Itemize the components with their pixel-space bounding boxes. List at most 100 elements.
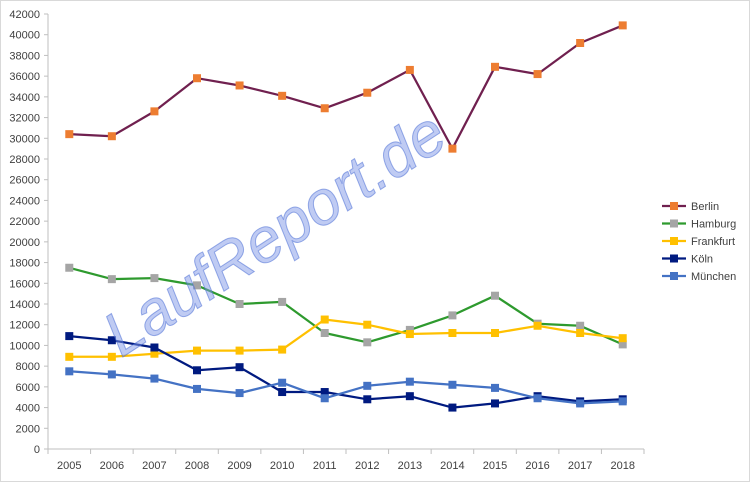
legend-marker — [670, 202, 678, 210]
data-point-berlin — [193, 74, 201, 83]
y-tick-label: 2000 — [16, 423, 40, 435]
data-point-berlin — [491, 62, 499, 71]
watermark: LaufReport.de — [91, 98, 458, 370]
data-point-hamburg — [320, 329, 329, 337]
data-point-koeln — [107, 336, 116, 345]
x-tick-label: 2006 — [100, 460, 124, 472]
data-point-frankfurt — [235, 346, 244, 355]
series-line-frankfurt — [69, 318, 623, 358]
data-point-koeln — [491, 399, 499, 408]
legend-label: Hamburg — [691, 219, 736, 231]
y-tick-label: 30000 — [9, 133, 40, 145]
data-point-muenchen — [278, 378, 287, 387]
series-line-hamburg — [69, 266, 624, 346]
data-point-hamburg — [448, 311, 457, 320]
legend-item-hamburg: Hamburg — [662, 219, 736, 231]
data-point-muenchen — [576, 399, 585, 408]
data-point-muenchen — [150, 374, 159, 383]
data-point-frankfurt — [576, 329, 585, 337]
data-point-berlin — [320, 104, 329, 113]
y-tick-label: 32000 — [9, 113, 40, 125]
data-point-hamburg — [363, 338, 372, 347]
y-tick-label: 38000 — [9, 50, 40, 62]
data-point-berlin — [448, 144, 457, 153]
data-point-koeln — [150, 343, 159, 352]
data-point-berlin — [363, 88, 372, 97]
data-point-berlin — [618, 21, 627, 30]
data-point-frankfurt — [65, 352, 74, 361]
data-point-muenchen — [65, 367, 74, 376]
axes: 0 2000 4000 6000 8000 10000 12000 14000 16000 180… — [9, 9, 645, 472]
data-point-berlin — [65, 130, 74, 139]
data-point-frankfurt — [107, 352, 116, 361]
x-tick-label: 2011 — [313, 460, 337, 472]
y-tick-label: 22000 — [9, 216, 40, 228]
y-tick-label: 42000 — [9, 9, 40, 21]
x-tick-label: 2007 — [142, 460, 166, 472]
data-point-muenchen — [618, 397, 627, 406]
data-point-frankfurt — [320, 315, 329, 324]
x-tick-label: 2008 — [185, 460, 209, 472]
legend-label: Berlin — [691, 201, 719, 213]
x-tick-label: 2016 — [525, 460, 549, 472]
legend: Berlin Hamburg Frankfurt Köln München — [662, 201, 736, 283]
x-tick-label: 2018 — [610, 460, 634, 472]
y-tick-label: 24000 — [9, 195, 40, 207]
y-tick-label: 16000 — [9, 278, 40, 290]
series-line-berlin — [69, 24, 624, 150]
data-point-muenchen — [448, 380, 457, 389]
y-tick-label: 12000 — [9, 320, 40, 332]
y-tick-label: 34000 — [9, 92, 40, 104]
data-point-muenchen — [235, 389, 244, 398]
data-point-frankfurt — [448, 329, 457, 337]
x-tick-label: 2012 — [355, 460, 379, 472]
data-point-koeln — [363, 395, 372, 404]
data-point-koeln — [405, 392, 414, 401]
data-point-frankfurt — [150, 349, 159, 358]
y-tick-label: 10000 — [9, 340, 40, 352]
y-tick-label: 18000 — [9, 258, 40, 270]
y-tick-label: 8000 — [16, 361, 40, 373]
y-tick-label: 0 — [34, 444, 40, 456]
y-tick-label: 28000 — [9, 154, 40, 166]
legend-marker — [670, 237, 678, 245]
data-point-hamburg — [150, 274, 159, 283]
data-point-muenchen — [405, 377, 414, 386]
data-point-muenchen — [491, 383, 499, 392]
data-point-frankfurt — [491, 329, 499, 337]
series-muenchen — [65, 367, 627, 408]
x-tick-label: 2005 — [57, 460, 81, 472]
x-tick-label: 2009 — [227, 460, 251, 472]
x-tick-label: 2010 — [270, 460, 294, 472]
legend-label: Frankfurt — [691, 236, 735, 248]
data-point-frankfurt — [405, 330, 414, 339]
legend-item-koeln: Köln — [662, 254, 713, 266]
data-point-berlin — [235, 81, 244, 90]
x-tick-label: 2013 — [398, 460, 422, 472]
legend-item-muenchen: München — [662, 271, 736, 283]
data-point-koeln — [448, 403, 457, 412]
x-tick-label: 2014 — [440, 460, 464, 472]
data-point-muenchen — [193, 384, 201, 393]
data-point-hamburg — [618, 340, 627, 349]
y-tick-label: 20000 — [9, 237, 40, 249]
data-point-berlin — [107, 132, 116, 141]
data-point-hamburg — [491, 291, 499, 300]
series-layer — [65, 21, 627, 412]
data-point-berlin — [150, 107, 159, 116]
data-point-muenchen — [533, 394, 542, 403]
data-point-koeln — [235, 363, 244, 372]
x-tick-label: 2017 — [568, 460, 592, 472]
data-point-koeln — [320, 388, 329, 397]
x-tick-label: 2015 — [483, 460, 507, 472]
data-point-hamburg — [405, 325, 414, 334]
legend-label: München — [691, 271, 736, 283]
legend-item-frankfurt: Frankfurt — [662, 236, 735, 248]
legend-marker — [670, 272, 678, 280]
legend-marker — [670, 254, 678, 263]
data-point-frankfurt — [278, 345, 287, 354]
data-point-frankfurt — [363, 320, 372, 329]
data-point-frankfurt — [618, 334, 627, 343]
data-point-hamburg — [107, 275, 116, 284]
